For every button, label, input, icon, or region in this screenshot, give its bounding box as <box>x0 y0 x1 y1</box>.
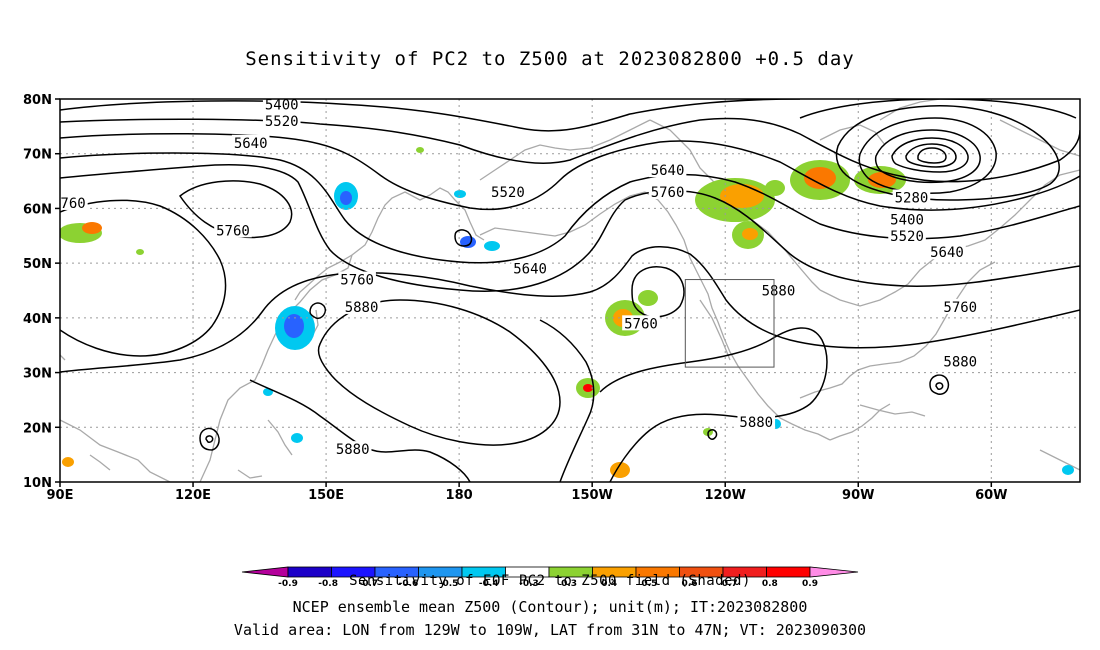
lat-tick-label: 60N <box>23 202 52 217</box>
latitude-axis: 80N 70N 60N 50N 40N 30N 20N 10N <box>23 93 60 491</box>
colorbar-tick-label: 0.6 <box>682 579 698 589</box>
contour-label: 5880 <box>345 300 379 316</box>
lon-tick-label: 180 <box>446 488 473 503</box>
contour-label: 5400 <box>265 97 299 113</box>
contour-label: 5880 <box>943 355 977 371</box>
lat-tick-label: 10N <box>23 476 52 491</box>
contour-description: NCEP ensemble mean Z500 (Contour); unit(… <box>292 598 808 616</box>
longitude-axis: 90E 120E 150E 180 150W 120W 90W 60W <box>47 482 1008 503</box>
lon-tick-label: 60W <box>975 488 1007 503</box>
colorbar-tick-label: 0.3 <box>561 579 577 589</box>
colorbar-tick-label: 0.7 <box>722 579 738 589</box>
contour-label: 5760 <box>216 223 250 239</box>
lon-tick-label: 120W <box>704 488 745 503</box>
colorbar-tick-label: 0.5 <box>641 579 657 589</box>
colorbar-tick-label: -0.9 <box>278 579 298 589</box>
contour-label: 5640 <box>930 245 964 261</box>
lat-tick-label: 50N <box>23 257 52 272</box>
contour-label: 5880 <box>336 442 370 458</box>
lon-tick-label: 90E <box>47 488 74 503</box>
contour-label: 5640 <box>513 262 547 278</box>
colorbar-tick-label: -0.8 <box>318 579 338 589</box>
contour-label: 5760 <box>340 273 374 289</box>
z500-contours <box>60 99 1080 482</box>
contour-labels: 5400552056405760576055205640576058805640… <box>52 97 980 458</box>
lat-tick-label: 20N <box>23 421 52 436</box>
colorbar-tick-label: -0.4 <box>479 579 499 589</box>
contour-label: 5880 <box>739 415 773 431</box>
gridlines <box>60 99 1080 482</box>
contour-label: 5400 <box>890 212 924 228</box>
lon-tick-label: 90W <box>842 488 874 503</box>
contour-label: 5760 <box>651 185 685 201</box>
contour-label: 5760 <box>943 300 977 316</box>
colorbar-tick-label: -0.7 <box>358 579 378 589</box>
lon-tick-label: 150E <box>308 488 344 503</box>
lon-tick-label: 120E <box>175 488 211 503</box>
shading-description: Sensitivity of EOF PC2 to Z500 field (Sh… <box>349 573 751 589</box>
lon-tick-label: 150W <box>571 488 612 503</box>
colorbar-swatch <box>809 566 859 578</box>
lat-tick-label: 70N <box>23 148 52 163</box>
contour-label: 5760 <box>624 316 658 332</box>
contour-label: 5760 <box>52 196 86 212</box>
contour-label: 5880 <box>762 284 796 300</box>
lat-tick-label: 80N <box>23 93 52 108</box>
valid-area-box <box>684 279 775 368</box>
contour-label: 5520 <box>491 185 525 201</box>
lat-tick-label: 30N <box>23 367 52 382</box>
colorbar-tick-label: 0.4 <box>601 579 617 589</box>
lat-tick-label: 40N <box>23 312 52 327</box>
contour-label: 5640 <box>651 163 685 179</box>
colorbar-tick-label: 0.8 <box>762 579 778 589</box>
contour-label: 5520 <box>890 229 924 245</box>
contour-label: 5280 <box>895 190 929 206</box>
colorbar-tick-label: -0.5 <box>439 579 459 589</box>
colorbar: -0.9 -0.8 -0.7 -0.6 -0.5 -0.4 -0.3 0.3 0.4 0.5 0.6… <box>241 566 859 589</box>
valid-area-description: Valid area: LON from 129W to 109W, LAT f… <box>233 621 867 639</box>
colorbar-tick-label: -0.6 <box>399 579 419 589</box>
colorbar-tick-label: -0.3 <box>519 579 539 589</box>
plot-title: Sensitivity of PC2 to Z500 at 2023082800… <box>245 48 855 70</box>
plot-area: 5400552056405760576055205640576058805640… <box>52 97 1081 483</box>
contour-label: 5520 <box>265 114 299 130</box>
contour-label: 5640 <box>234 136 268 152</box>
colorbar-tick-label: 0.9 <box>802 579 818 589</box>
